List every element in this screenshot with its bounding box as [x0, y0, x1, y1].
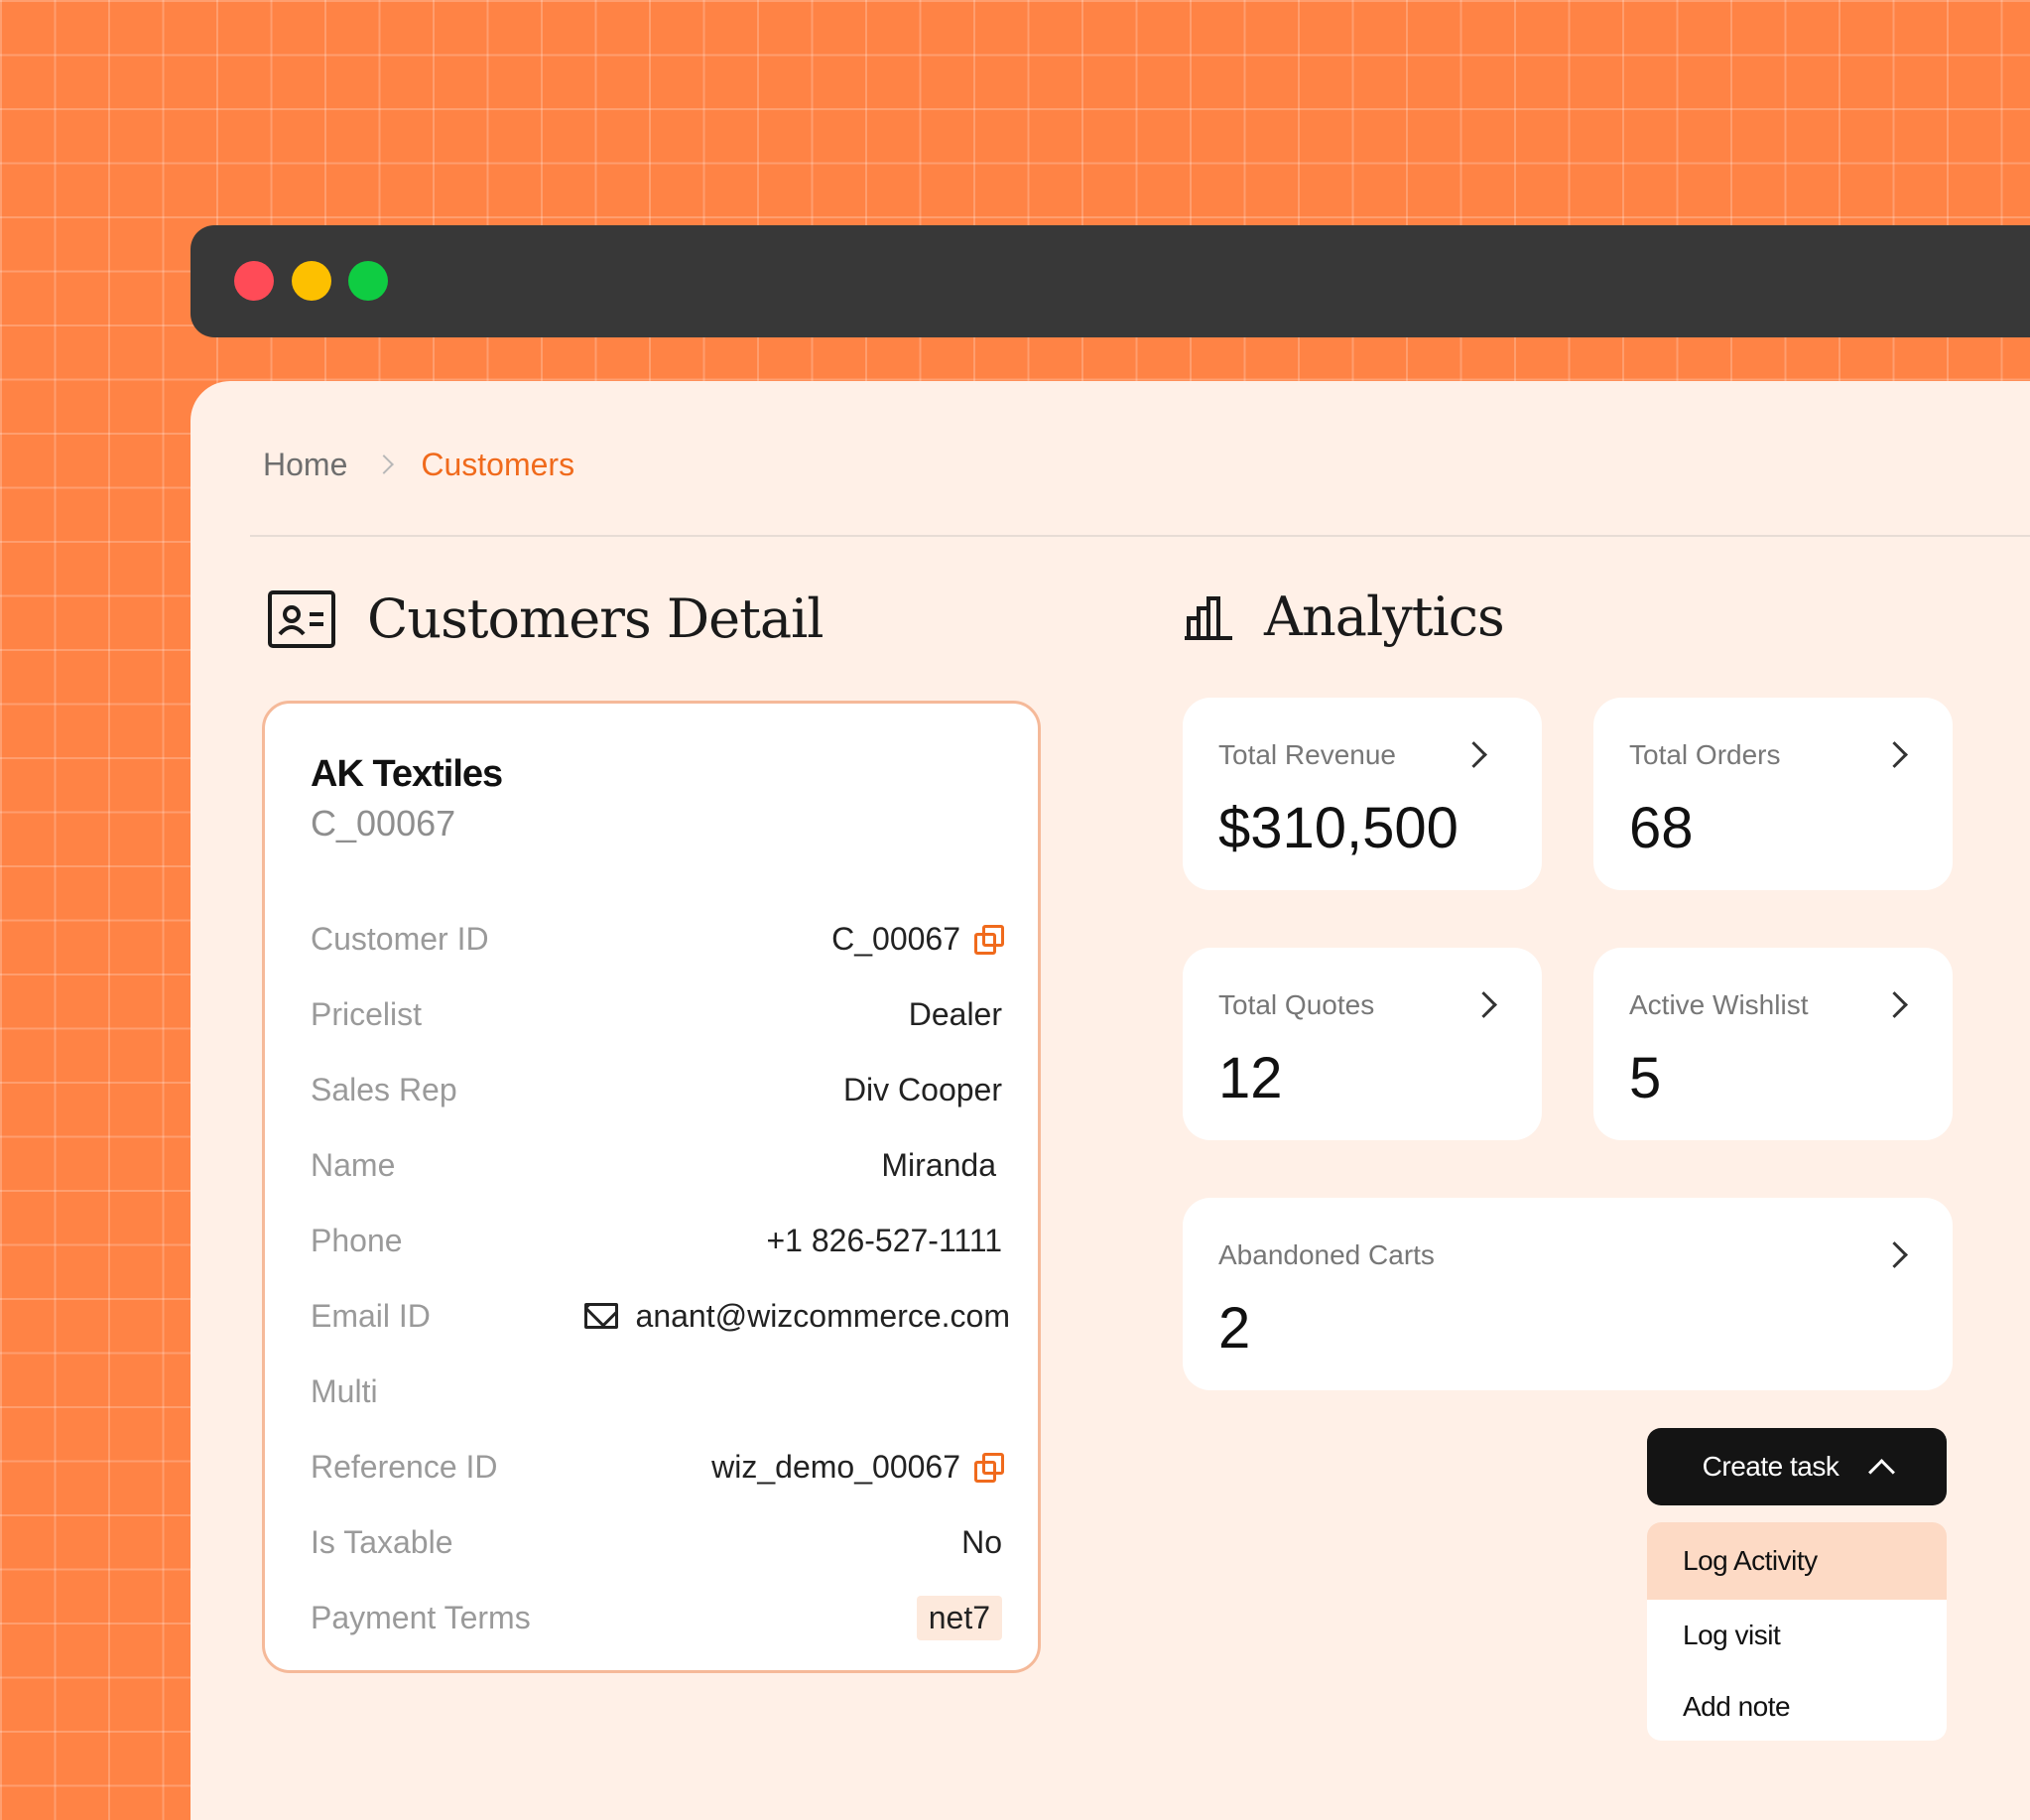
chevron-right-icon: [1460, 741, 1487, 768]
maximize-window-button[interactable]: [348, 261, 388, 301]
stat-card-abandoned-carts[interactable]: Abandoned Carts 2: [1183, 1198, 1953, 1390]
create-task-label: Create task: [1702, 1451, 1840, 1482]
field-label: Reference ID: [311, 1448, 498, 1485]
field-row-email: Email ID anant@wizcommerce.com: [311, 1293, 1010, 1339]
reference-id-value: wiz_demo_00067: [711, 1448, 960, 1485]
bar-chart-icon: [1185, 595, 1232, 640]
stat-label: Active Wishlist: [1629, 989, 1809, 1020]
stat-card-total-revenue[interactable]: Total Revenue $310,500: [1183, 698, 1542, 890]
breadcrumb-home-link[interactable]: Home: [263, 446, 348, 482]
copy-icon[interactable]: [974, 925, 1004, 955]
field-label: Multi: [311, 1372, 378, 1409]
analytics-title: Analytics: [1264, 585, 1505, 648]
breadcrumb: Home Customers: [263, 445, 574, 484]
menu-item-add-note[interactable]: Add note: [1683, 1691, 1791, 1722]
mail-icon: [583, 1303, 618, 1329]
copy-icon[interactable]: [974, 1453, 1004, 1483]
field-row-customer-id: Customer ID C_00067: [311, 916, 1004, 962]
window-titlebar: [190, 225, 2030, 337]
stat-value: 5: [1629, 1046, 1662, 1110]
stat-card-total-orders[interactable]: Total Orders 68: [1593, 698, 1953, 890]
email-value[interactable]: anant@wizcommerce.com: [635, 1297, 1010, 1334]
field-label: Phone: [311, 1222, 403, 1258]
field-label: Email ID: [311, 1297, 431, 1334]
task-menu: Log Activity Log visit Add note: [1647, 1522, 1947, 1741]
chevron-right-icon: [1881, 991, 1908, 1018]
company-name: AK Textiles: [311, 753, 503, 795]
sales-rep-value: Div Cooper: [842, 1071, 1002, 1107]
chevron-right-icon: [1470, 991, 1497, 1018]
stat-value: $310,500: [1218, 796, 1459, 860]
stat-value: 2: [1218, 1296, 1251, 1361]
header-divider: [250, 535, 2030, 537]
minimize-window-button[interactable]: [292, 261, 331, 301]
customer-id-value: C_00067: [831, 920, 960, 957]
chevron-right-icon: [374, 455, 395, 474]
chevron-right-icon: [1881, 741, 1908, 768]
field-row-multi: Multi: [311, 1368, 1002, 1414]
name-value: Miranda: [881, 1146, 996, 1183]
field-row-is-taxable: Is Taxable No: [311, 1519, 1002, 1565]
app-panel: Home Customers Customers Detail AK Texti…: [190, 381, 2030, 1820]
menu-item-log-visit[interactable]: Log visit: [1683, 1620, 1781, 1650]
create-task-button[interactable]: Create task: [1647, 1428, 1947, 1505]
chevron-up-icon: [1868, 1458, 1896, 1486]
company-code: C_00067: [311, 803, 456, 844]
field-row-name: Name Miranda: [311, 1142, 1002, 1188]
stat-value: 68: [1629, 796, 1694, 860]
field-label: Pricelist: [311, 995, 423, 1032]
is-taxable-value: No: [961, 1523, 1002, 1560]
field-label: Payment Terms: [311, 1599, 531, 1635]
stat-value: 12: [1218, 1046, 1283, 1110]
field-row-sales-rep: Sales Rep Div Cooper: [311, 1067, 1002, 1112]
field-row-payment-terms: Payment Terms net7: [311, 1595, 1002, 1640]
analytics-heading: Analytics: [1185, 585, 1505, 648]
customer-card: AK Textiles C_00067 Customer ID C_00067 …: [262, 701, 1041, 1673]
field-row-phone: Phone +1 826-527-1111: [311, 1218, 1002, 1263]
field-row-pricelist: Pricelist Dealer: [311, 991, 1002, 1037]
stat-label: Total Orders: [1629, 739, 1781, 770]
breadcrumb-current: Customers: [421, 446, 575, 482]
phone-value: +1 826-527-1111: [766, 1222, 1002, 1258]
field-label: Is Taxable: [311, 1523, 453, 1560]
stat-label: Abandoned Carts: [1218, 1239, 1435, 1270]
stat-label: Total Quotes: [1218, 989, 1375, 1020]
customer-detail-heading: Customers Detail: [268, 587, 825, 650]
stat-label: Total Revenue: [1218, 739, 1397, 770]
menu-item-log-activity[interactable]: Log Activity: [1647, 1522, 1947, 1600]
field-row-reference-id: Reference ID wiz_demo_00067: [311, 1444, 1004, 1490]
stat-card-total-quotes[interactable]: Total Quotes 12: [1183, 948, 1542, 1140]
customer-detail-title: Customers Detail: [367, 587, 825, 650]
close-window-button[interactable]: [234, 261, 274, 301]
field-label: Customer ID: [311, 920, 489, 957]
field-label: Name: [311, 1146, 396, 1183]
stat-card-active-wishlist[interactable]: Active Wishlist 5: [1593, 948, 1953, 1140]
payment-terms-badge: net7: [916, 1595, 1002, 1640]
chevron-right-icon: [1881, 1241, 1908, 1268]
pricelist-value: Dealer: [908, 995, 1002, 1032]
field-label: Sales Rep: [311, 1071, 457, 1107]
contact-card-icon: [268, 589, 335, 648]
